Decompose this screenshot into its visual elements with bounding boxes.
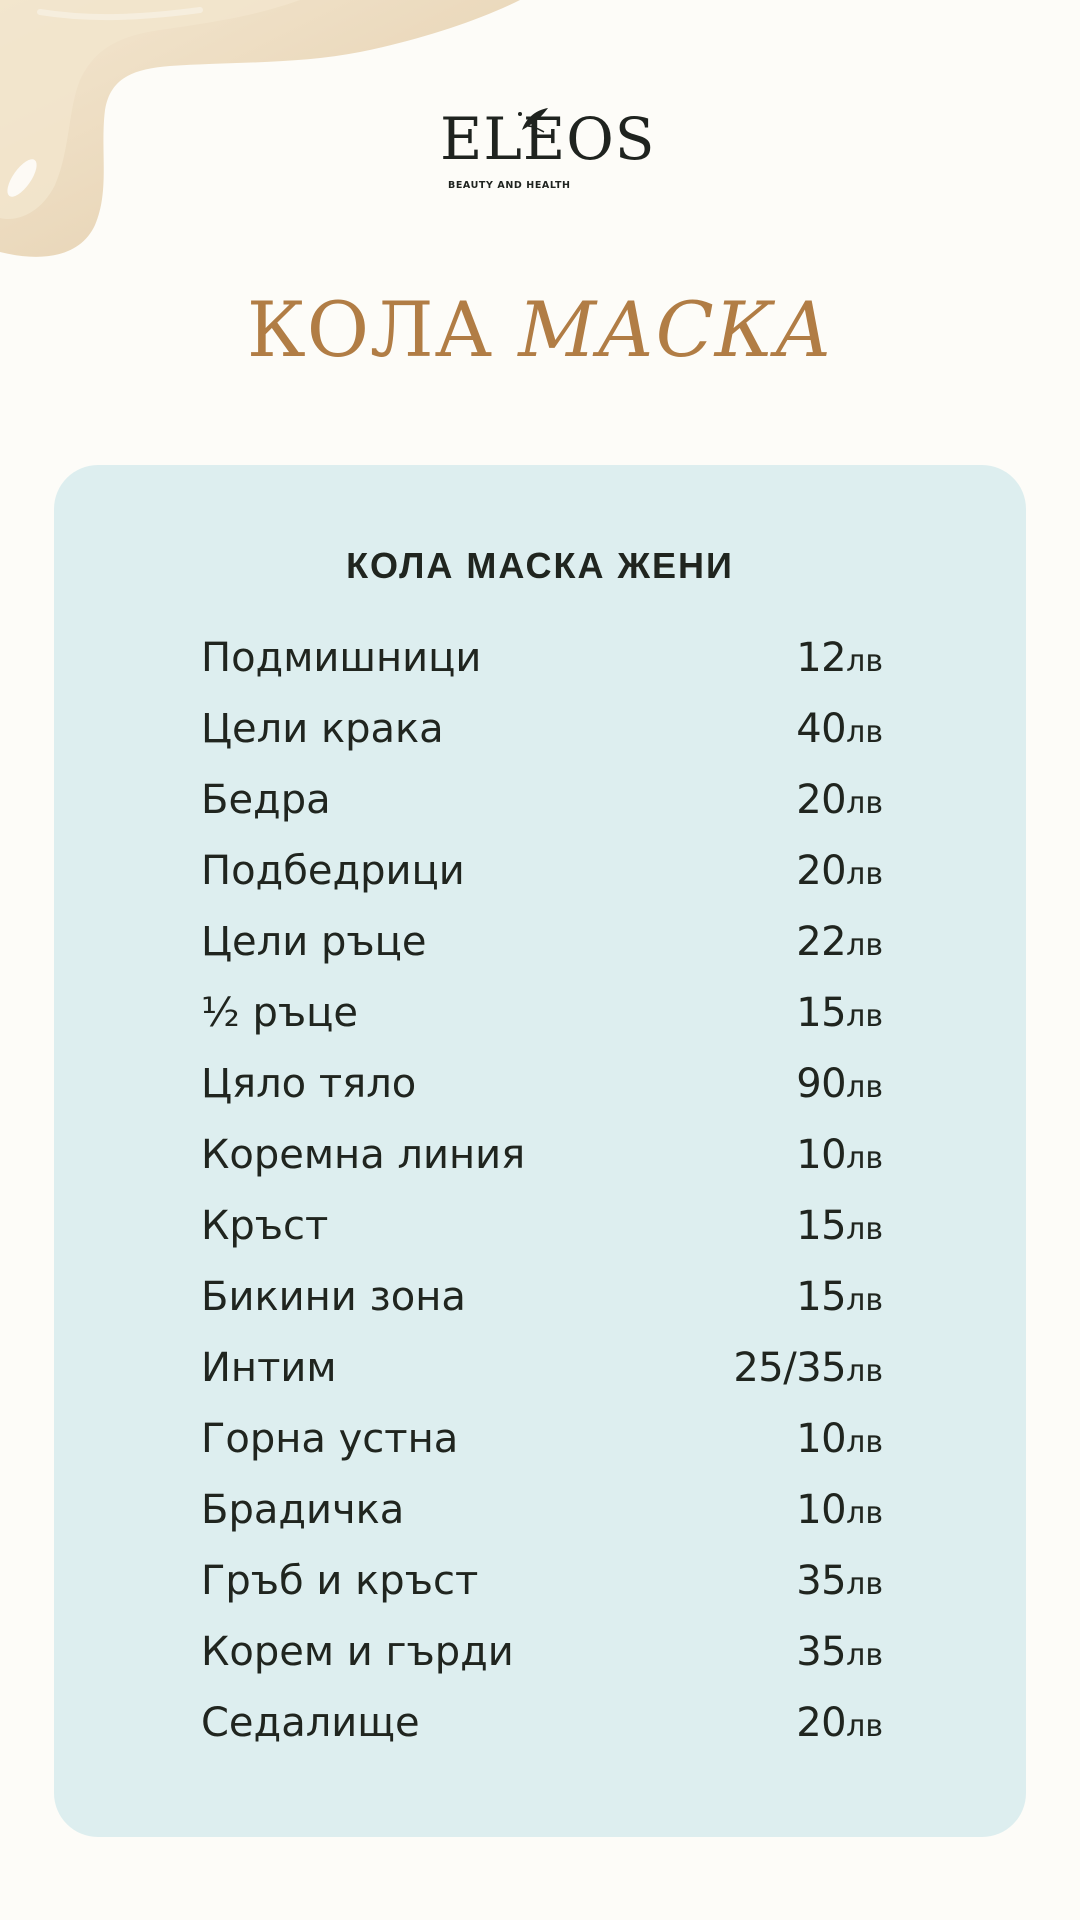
price-amount: 20 bbox=[796, 777, 847, 823]
price-currency: лв bbox=[846, 1354, 883, 1389]
service-name: Подбедрици bbox=[201, 848, 465, 894]
service-name: Кръст bbox=[201, 1203, 329, 1249]
price-currency: лв bbox=[846, 999, 883, 1034]
service-price: 20лв bbox=[796, 1700, 883, 1746]
leaf-flourish-icon bbox=[518, 108, 548, 133]
cream-drip-decoration bbox=[0, 0, 520, 257]
price-currency: лв bbox=[846, 857, 883, 892]
page-title: КОЛА МАСКА bbox=[0, 292, 1080, 368]
service-name: Бикини зона bbox=[201, 1274, 466, 1320]
price-currency: лв bbox=[846, 1283, 883, 1318]
service-price: 10лв bbox=[796, 1132, 883, 1178]
service-name: ½ ръце bbox=[201, 990, 358, 1036]
service-price: 25/35лв bbox=[733, 1345, 883, 1391]
service-name: Коремна линия bbox=[201, 1132, 526, 1178]
price-row: Корем и гърди 35лв bbox=[201, 1629, 883, 1700]
price-row: Интим 25/35лв bbox=[201, 1345, 883, 1416]
title-italic: МАСКА bbox=[518, 285, 834, 374]
price-amount: 15 bbox=[796, 990, 847, 1036]
price-amount: 90 bbox=[796, 1061, 847, 1107]
service-price: 90лв bbox=[796, 1061, 883, 1107]
service-price: 20лв bbox=[796, 777, 883, 823]
price-amount: 22 bbox=[796, 919, 847, 965]
price-row: Горна устна 10лв bbox=[201, 1416, 883, 1487]
service-name: Брадичка bbox=[201, 1487, 405, 1533]
price-currency: лв bbox=[846, 715, 883, 750]
service-price: 15лв bbox=[796, 1274, 883, 1320]
price-row: Коремна линия 10лв bbox=[201, 1132, 883, 1203]
price-amount: 10 bbox=[796, 1416, 847, 1462]
service-name: Подмишници bbox=[201, 635, 482, 681]
service-name: Цели крака bbox=[201, 706, 444, 752]
service-price: 10лв bbox=[796, 1487, 883, 1533]
price-currency: лв bbox=[846, 1496, 883, 1531]
price-currency: лв bbox=[846, 1425, 883, 1460]
price-amount: 20 bbox=[796, 848, 847, 894]
service-name: Интим bbox=[201, 1345, 337, 1391]
price-currency: лв bbox=[846, 786, 883, 821]
price-row: Цяло тяло 90лв bbox=[201, 1061, 883, 1132]
price-currency: лв bbox=[846, 644, 883, 679]
card-heading: КОЛА МАСКА ЖЕНИ bbox=[346, 545, 734, 586]
service-price: 15лв bbox=[796, 1203, 883, 1249]
price-row: Цели ръце 22лв bbox=[201, 919, 883, 990]
price-amount: 10 bbox=[796, 1487, 847, 1533]
logo-wordmark: ELEOS bbox=[440, 105, 656, 173]
service-name: Горна устна bbox=[201, 1416, 459, 1462]
price-currency: лв bbox=[846, 1567, 883, 1602]
service-price: 35лв bbox=[796, 1558, 883, 1604]
service-price: 20лв bbox=[796, 848, 883, 894]
service-name: Цели ръце bbox=[201, 919, 427, 965]
price-currency: лв bbox=[846, 1070, 883, 1105]
service-name: Седалище bbox=[201, 1700, 420, 1746]
price-amount: 35 bbox=[796, 1629, 847, 1675]
price-row: Кръст 15лв bbox=[201, 1203, 883, 1274]
service-name: Корем и гърди bbox=[201, 1629, 514, 1675]
price-row: Бедра 20лв bbox=[201, 777, 883, 848]
price-currency: лв bbox=[846, 1638, 883, 1673]
title-plain: КОЛА bbox=[246, 285, 494, 374]
price-amount: 15 bbox=[796, 1203, 847, 1249]
price-currency: лв bbox=[846, 928, 883, 963]
price-amount: 25/35 bbox=[733, 1345, 847, 1391]
brand-logo: ELEOS BEAUTY AND HEALTH bbox=[440, 108, 654, 200]
price-currency: лв bbox=[846, 1709, 883, 1744]
service-price: 15лв bbox=[796, 990, 883, 1036]
service-name: Гръб и кръст bbox=[201, 1558, 479, 1604]
price-row: Подбедрици 20лв bbox=[201, 848, 883, 919]
service-price: 35лв bbox=[796, 1629, 883, 1675]
price-row: Цели крака 40лв bbox=[201, 706, 883, 777]
price-row: Бикини зона 15лв bbox=[201, 1274, 883, 1345]
logo-tagline: BEAUTY AND HEALTH bbox=[448, 180, 571, 191]
price-amount: 15 bbox=[796, 1274, 847, 1320]
price-row: Подмишници 12лв bbox=[201, 635, 883, 706]
price-list: Подмишници 12лв Цели крака 40лв Бедра 20лв Под… bbox=[201, 635, 883, 1771]
price-amount: 40 bbox=[796, 706, 847, 752]
service-price: 12лв bbox=[796, 635, 883, 681]
service-price: 22лв bbox=[796, 919, 883, 965]
service-price: 40лв bbox=[796, 706, 883, 752]
price-currency: лв bbox=[846, 1141, 883, 1176]
price-currency: лв bbox=[846, 1212, 883, 1247]
price-list-card: КОЛА МАСКА ЖЕНИ Подмишници 12лв Цели крака… bbox=[54, 465, 1026, 1837]
price-amount: 12 bbox=[796, 635, 847, 681]
price-row: Седалище 20лв bbox=[201, 1700, 883, 1771]
service-price: 10лв bbox=[796, 1416, 883, 1462]
price-amount: 10 bbox=[796, 1132, 847, 1178]
service-name: Бедра bbox=[201, 777, 331, 823]
price-amount: 35 bbox=[796, 1558, 847, 1604]
price-row: ½ ръце 15лв bbox=[201, 990, 883, 1061]
service-name: Цяло тяло bbox=[201, 1061, 417, 1107]
price-amount: 20 bbox=[796, 1700, 847, 1746]
price-row: Брадичка 10лв bbox=[201, 1487, 883, 1558]
price-row: Гръб и кръст 35лв bbox=[201, 1558, 883, 1629]
